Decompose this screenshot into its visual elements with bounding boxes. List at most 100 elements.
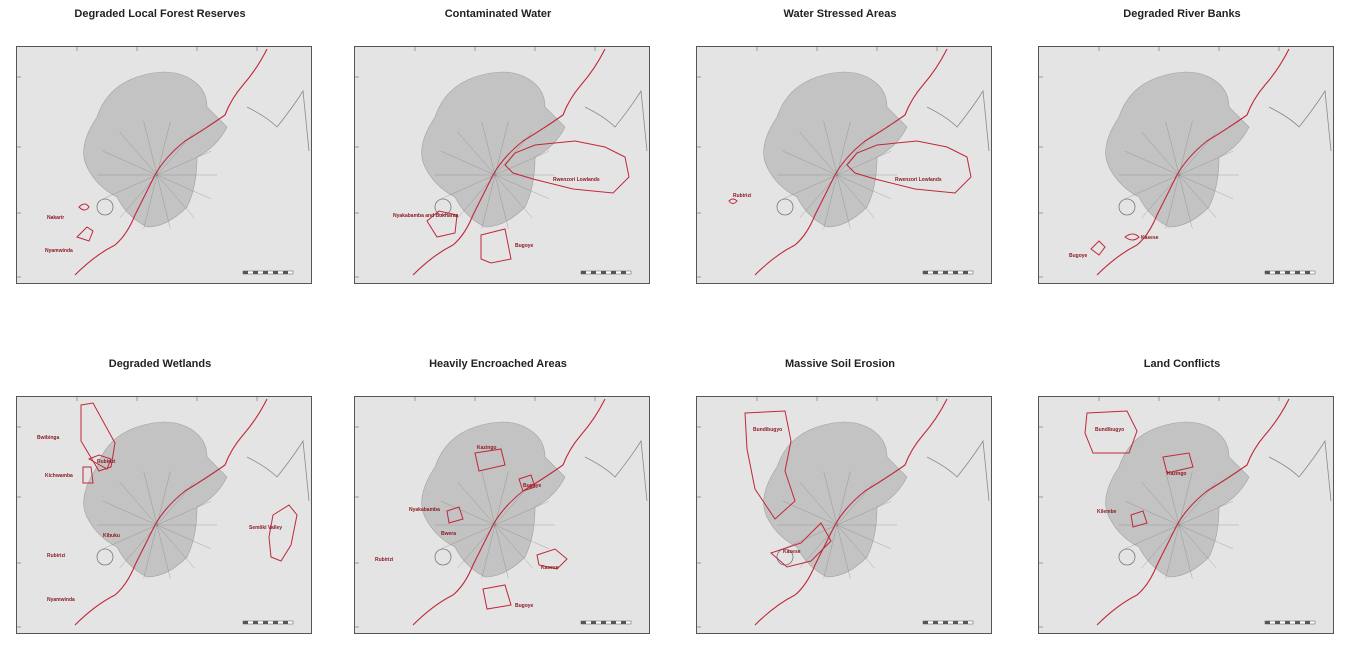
ridge-line [1178,524,1193,579]
scale-bar-segment [1295,271,1300,274]
scale-bar-segment [581,621,586,624]
ridge-line [1165,121,1180,176]
crater-lake [96,198,114,216]
ridge-line [494,524,509,579]
ridge-line [799,524,838,569]
relief-area [83,421,228,578]
scale-bar-segment [243,271,248,274]
ridge-line [836,524,851,579]
area-label: Semliki Valley [249,525,282,531]
scale-bar-segment [253,271,258,274]
boundary-line [412,48,606,276]
scale-bar-segment [611,621,616,624]
ridge-line [156,174,171,229]
map-canvas: Rubirizi Rwenzori Lowlands [697,47,990,278]
ridge-line [799,174,838,219]
ridge-line [782,174,838,200]
ridge-line [102,500,158,526]
highland-edge [246,439,310,502]
ridge-line [440,174,496,200]
ridge-line [494,471,509,526]
ridge-line [823,174,838,229]
area-label: Bugoye [523,483,542,489]
relief-area [421,421,566,578]
ridge-line [143,471,158,526]
boundary-line [1096,48,1290,276]
panel-title: Degraded Wetlands [108,358,212,370]
relief-area [1105,71,1250,228]
crater-lake [434,548,452,566]
area-label: Nyamwinda [45,248,73,254]
map-frame: Bugoye Kasese [1038,46,1334,284]
map-panel-conflicts: Land Conflicts Bundibugyo Kazingo Kilemb… [1032,358,1334,648]
crater-lake [96,548,114,566]
area-label: Bugoye [515,603,534,609]
ridge-line [494,174,550,200]
scale-bar-segment [581,271,586,274]
ridge-line [1141,524,1180,569]
ridge-line [836,174,875,219]
map-canvas: Nakarir Nyamwinda [17,47,310,278]
area-label: Rwenzori Lowlands [553,177,600,183]
map-canvas: Nyakabamba and Bukharaa Rwenzori Lowland… [355,47,648,278]
ridge-line [119,524,158,569]
highland-edge [1268,439,1332,502]
map-panel-water: Contaminated Water Nyakabamba and Bukhar… [348,8,650,298]
highland-edge [584,89,648,152]
ridge-line [457,174,496,219]
ridge-line [494,121,509,176]
scale-bar-segment [1285,271,1290,274]
map-frame: Nyakabamba and Bukharaa Rwenzori Lowland… [354,46,650,284]
ridge-line [799,131,838,176]
ridge-line [156,121,171,176]
ridge-line [156,471,171,526]
ridge-line [1165,471,1180,526]
map-frame: Bwibinga Kichwamba Rubirizi Kibuku Nyamw… [16,396,312,634]
map-panel-riverbanks: Degraded River Banks Bugoye Kasese [1032,8,1334,298]
ridge-line [494,174,533,219]
area-label: Rubirizi [97,459,116,465]
scale-bar-segment [963,271,968,274]
area-label: Kichwamba [45,473,73,479]
scale-bar-segment [273,621,278,624]
area-label: Bundibugyo [753,427,782,433]
ridge-line [102,150,158,176]
boundary-line [74,398,268,626]
ridge-line [494,174,509,229]
area-label: Kazingo [477,445,496,451]
scale-bar-segment [243,621,248,624]
relief-area [763,71,908,228]
boundary-line [74,48,268,276]
map-canvas: Bugoye Kasese [1039,47,1332,278]
ridge-line [836,500,892,526]
ridge-line [836,524,892,550]
boundary-line [412,398,606,626]
area-label: Bwibinga [37,435,59,441]
ridge-line [143,524,158,579]
highland-edge [584,439,648,502]
ridge-line [457,131,496,176]
crater-lake [776,198,794,216]
ridge-line [1178,150,1234,176]
ridge-line [494,150,550,176]
panel-title: Degraded Local Forest Reserves [74,8,246,20]
ridge-line [1141,131,1180,176]
crater-lake [434,198,452,216]
scale-bar-segment [1265,271,1270,274]
scale-bar-segment [923,271,928,274]
scale-bar-segment [943,621,948,624]
scale-bar-segment [263,621,268,624]
ridge-line [102,174,158,200]
area-label: Kazingo [1167,471,1186,477]
ridge-line [1124,500,1180,526]
ridge-line [836,524,875,569]
map-frame: Bundibugyo Kasese [696,396,992,634]
scale-bar-segment [953,271,958,274]
ridge-line [494,524,533,569]
ridge-line [782,524,838,550]
ridge-line [481,471,496,526]
map-canvas: Bundibugyo Kasese [697,397,990,628]
area-label: Rubirizi [733,193,752,199]
area-label: Rubirizi [375,557,394,563]
scale-bar-segment [283,271,288,274]
